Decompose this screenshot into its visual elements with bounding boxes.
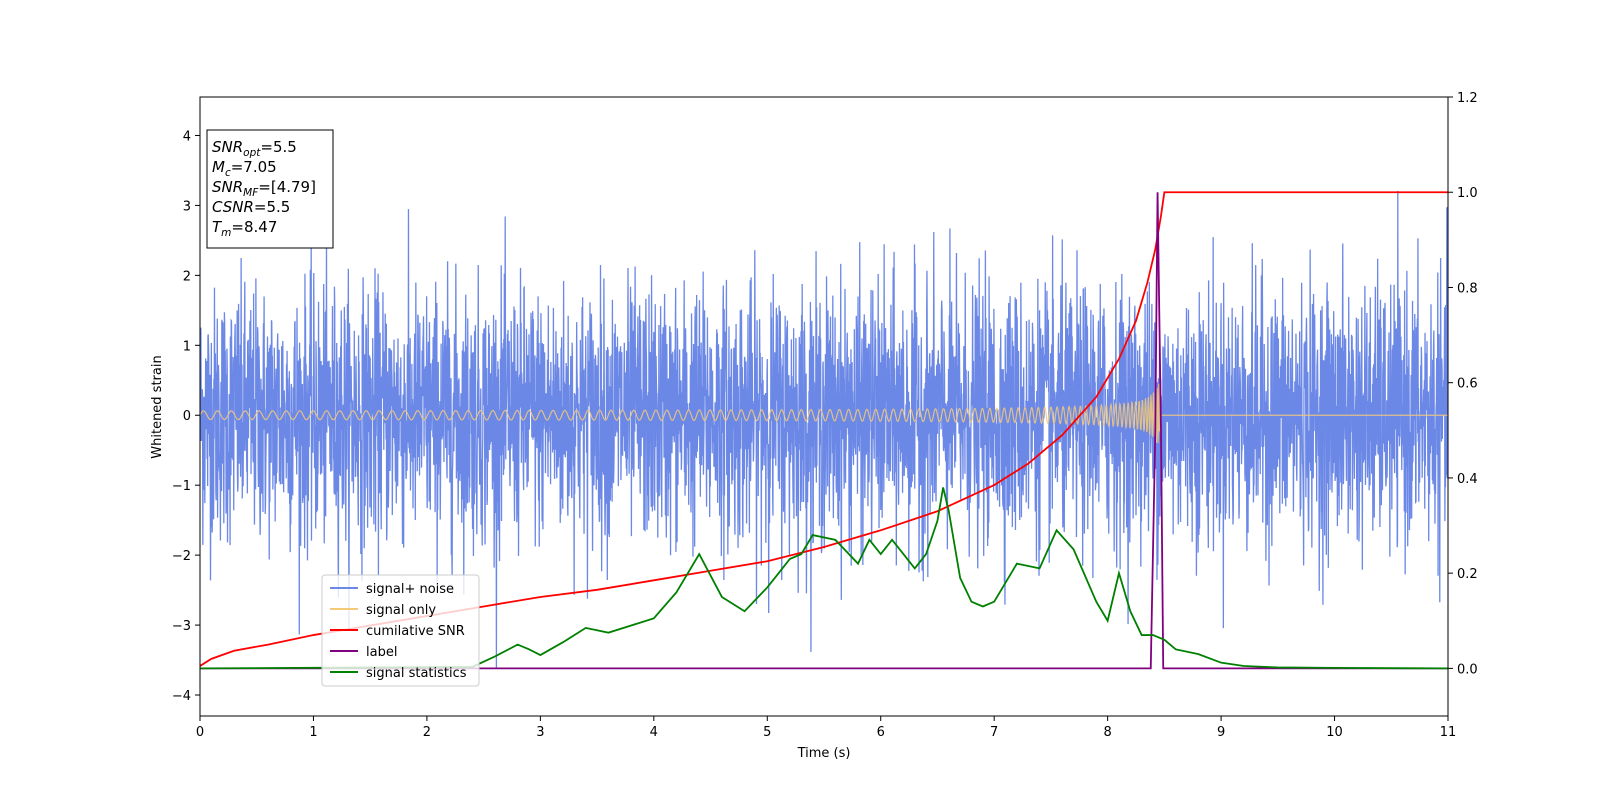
x-tick-label: 11 (1440, 725, 1457, 740)
y-left-tick-label: 0 (183, 409, 191, 424)
series-label-line (200, 192, 1448, 670)
axis-ticks: 0 1 2 3 4 5 6 7 8 9 10 1143210−1−2−3−41.21.00.80.60… (172, 91, 1478, 740)
y-left-tick-label: −2 (172, 549, 191, 564)
plot-frame (199, 96, 1449, 717)
y-right-tick-label: 1.0 (1457, 186, 1478, 201)
y-right-tick-label: 0.0 (1457, 662, 1478, 677)
y-left-tick-label: −1 (172, 479, 191, 494)
x-tick-label: 9 (1217, 725, 1225, 740)
legend-entry: signal only (366, 603, 436, 618)
y-left-tick-label: 3 (183, 199, 191, 214)
y-right-tick-label: 0.4 (1457, 472, 1478, 487)
annotation-line: SNRopt=5.5 (212, 138, 297, 159)
x-tick-label: 2 (423, 725, 431, 740)
x-tick-label: 6 (877, 725, 885, 740)
legend-frame (321, 574, 480, 687)
annotation-line: Mc=7.05 (212, 158, 277, 179)
legend-entry: signal statistics (366, 666, 467, 681)
y-axis-label: Whitened strain (150, 355, 165, 458)
annotation-frame (206, 129, 334, 249)
annotation-line: Tm=8.47 (212, 218, 277, 239)
x-tick-label: 1 (309, 725, 317, 740)
x-tick-label: 7 (990, 725, 998, 740)
annotation-line: SNRMF=[4.79] (212, 178, 316, 199)
legend-entry: signal+ noise (366, 582, 454, 597)
y-right-tick-label: 0.2 (1457, 567, 1478, 582)
x-tick-label: 10 (1326, 725, 1343, 740)
legend-entry: label (366, 645, 397, 660)
x-tick-label: 5 (763, 725, 771, 740)
x-tick-label: 3 (536, 725, 544, 740)
annotation-line: CSNR=5.5 (212, 198, 290, 216)
y-left-tick-label: 4 (183, 129, 191, 144)
y-right-tick-label: 0.6 (1457, 377, 1478, 392)
series-signal-statistics-line (200, 487, 1448, 670)
legend: signal+ noise signal only cumilative SNR la… (321, 574, 480, 687)
y-left-tick-label: −3 (172, 619, 191, 634)
series-signal-only-line (200, 383, 1448, 444)
legend-entry: cumilative SNR (366, 624, 465, 639)
y-left-tick-label: −4 (172, 689, 191, 704)
series-signal-noise-line (200, 190, 1448, 669)
y-left-tick-label: 1 (183, 339, 191, 354)
x-axis-label: Time (s) (797, 746, 851, 761)
y-left-tick-label: 2 (183, 269, 191, 284)
y-right-tick-label: 0.8 (1457, 281, 1478, 296)
x-tick-label: 4 (650, 725, 658, 740)
x-tick-label: 0 (196, 725, 204, 740)
x-tick-label: 8 (1103, 725, 1111, 740)
y-right-tick-label: 1.2 (1457, 91, 1478, 106)
